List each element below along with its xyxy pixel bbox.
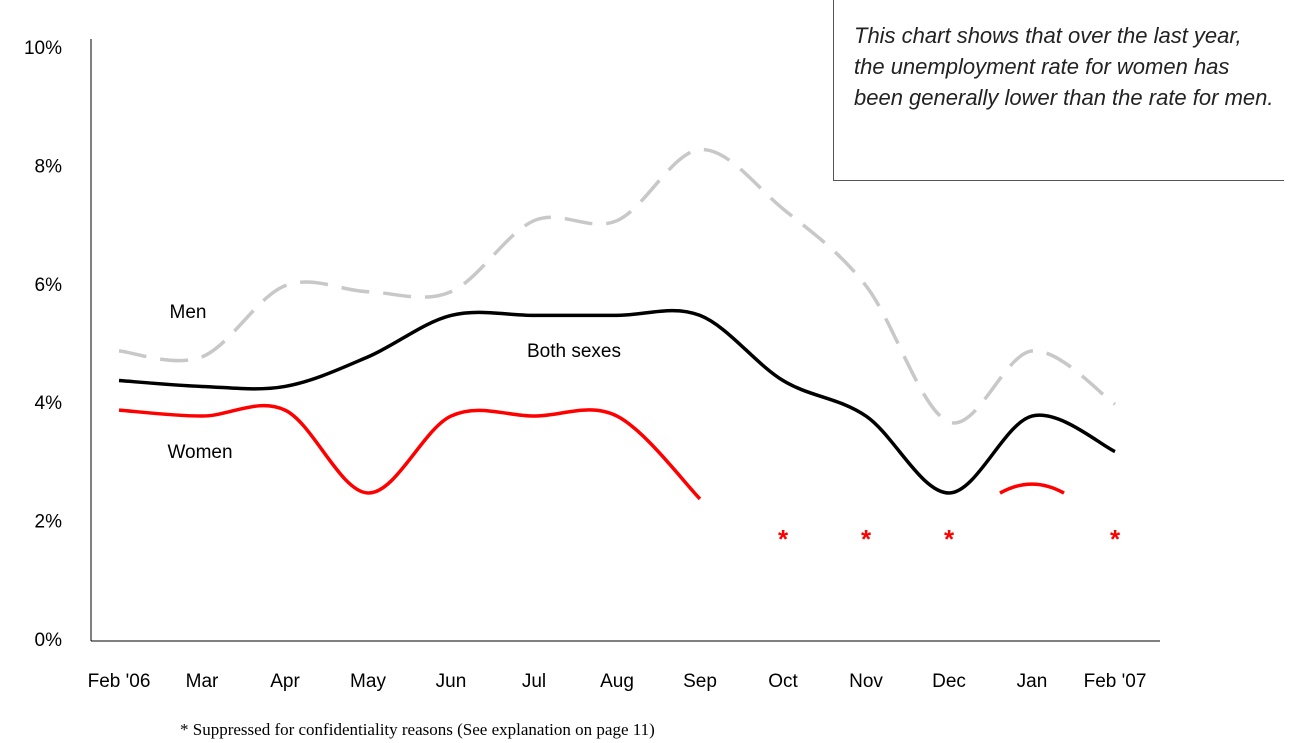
x-tick-label: Jun xyxy=(435,671,467,692)
x-tick-label: Apr xyxy=(270,671,300,692)
footnote: * Suppressed for confidentiality reasons… xyxy=(180,720,655,739)
suppressed-marker: * xyxy=(944,524,955,554)
x-tick-label: Oct xyxy=(768,671,798,692)
x-tick-label: Mar xyxy=(185,671,219,692)
x-tick-label: Jan xyxy=(1016,671,1048,692)
x-tick-label: Jul xyxy=(521,671,547,692)
y-tick-label: 8% xyxy=(35,156,63,177)
line xyxy=(118,403,702,501)
series-label: Both sexes xyxy=(527,341,621,362)
x-tick-label: Feb '07 xyxy=(1083,671,1147,692)
x-tick-label: May xyxy=(350,671,386,692)
y-tick-label: 0% xyxy=(35,630,63,651)
x-tick-label: Sep xyxy=(683,671,717,692)
x-tick-label: Nov xyxy=(849,671,883,692)
line xyxy=(118,308,1116,495)
series-label: Women xyxy=(167,442,232,463)
suppressed-marker: * xyxy=(1110,524,1121,554)
x-tick-label: Dec xyxy=(932,671,966,692)
line xyxy=(118,147,1117,425)
suppressed-marker: * xyxy=(778,524,789,554)
suppressed-marker: * xyxy=(861,524,872,554)
x-tick-label: Aug xyxy=(600,671,634,692)
y-tick-label: 2% xyxy=(35,512,63,533)
line xyxy=(999,482,1065,495)
y-tick-label: 4% xyxy=(35,393,63,414)
callout: This chart shows that over the last year… xyxy=(833,0,1284,181)
series-label: Men xyxy=(170,302,207,323)
x-tick-label: Feb '06 xyxy=(87,671,151,692)
y-tick-label: 10% xyxy=(24,38,62,59)
y-tick-label: 6% xyxy=(35,275,63,296)
